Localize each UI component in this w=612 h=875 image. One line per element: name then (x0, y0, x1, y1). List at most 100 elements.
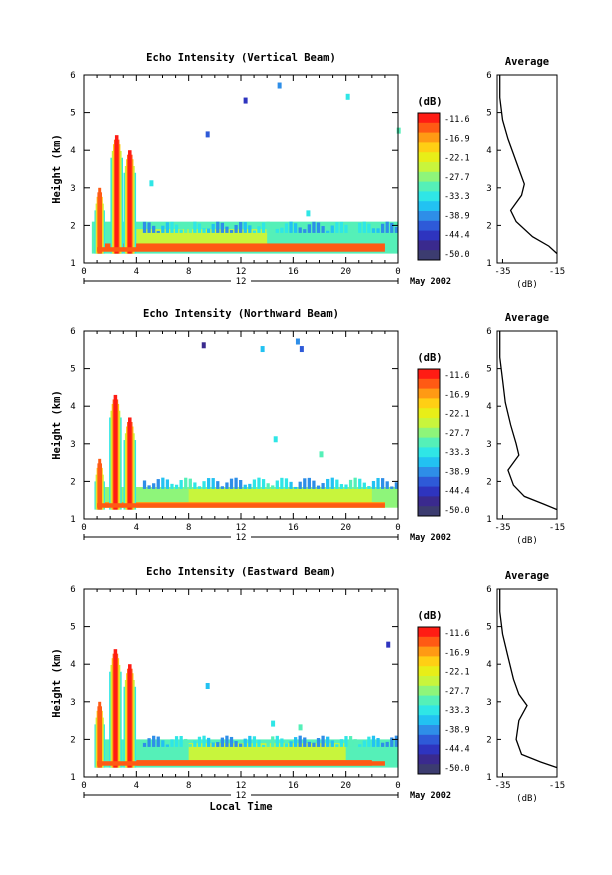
colorbar-swatch (418, 250, 440, 261)
avg-y-tick-label: 3 (486, 698, 491, 708)
echo-speckle (348, 479, 353, 489)
echo-speckle (216, 742, 220, 747)
echo-speckle (275, 735, 279, 747)
echo-speckle (298, 735, 302, 747)
colorbar-swatch (418, 685, 440, 696)
echo-speckle (303, 229, 307, 233)
echo-speckle (225, 226, 229, 233)
y-tick-label: 6 (70, 585, 75, 595)
echo-speckle (312, 480, 316, 489)
y-tick-label: 1 (70, 259, 75, 269)
date-label: 12 (236, 791, 247, 801)
echo-speckle (193, 482, 197, 489)
echo-speckle (390, 737, 394, 747)
avg-frame (496, 330, 558, 520)
echo-speckle (156, 230, 160, 233)
echo-speckle (390, 486, 394, 489)
echo-speckle (371, 228, 376, 233)
echo-speckle (206, 228, 211, 233)
echo-speckle (229, 230, 234, 233)
avg-x-tick-label: -15 (549, 781, 565, 791)
echo-speckle (353, 739, 357, 747)
echo-speckle (179, 735, 183, 747)
echo-speckle (147, 485, 151, 489)
echo-speckle (289, 741, 293, 747)
y-tick-label: 6 (70, 327, 75, 337)
echo-surface-layer (97, 503, 385, 508)
colorbar-tick-label: -16.9 (444, 390, 470, 400)
panel-1: Echo Intensity (Northward Beam)0 4 8 12 16 20… (51, 308, 565, 546)
colorbar-tick-label: -16.9 (444, 134, 470, 144)
y-tick-label: 6 (70, 71, 75, 81)
echo-speckle (307, 224, 311, 233)
colorbar-tick-label: -11.6 (444, 371, 470, 381)
colorbar-units: (dB) (417, 96, 442, 108)
y-tick-label: 3 (70, 698, 75, 708)
avg-y-tick-label: 1 (486, 259, 491, 269)
avg-y-tick-label: 3 (486, 184, 491, 194)
echo-speckle (248, 225, 252, 233)
echo-speckle (161, 477, 165, 489)
colorbar-swatch (418, 191, 440, 202)
month-label: May 2002 (410, 791, 451, 801)
convective-column (98, 701, 102, 768)
echo-speckle (216, 221, 220, 233)
echo-speckle (358, 222, 362, 233)
echo-speckle (184, 738, 188, 747)
colorbar-swatch (418, 725, 440, 736)
echo-point (205, 683, 210, 689)
echo-speckle (225, 735, 229, 747)
echo-speckle (362, 221, 366, 233)
echo-speckle (188, 744, 192, 747)
echo-speckle (330, 477, 334, 489)
colorbar-tick-label: -11.6 (444, 629, 470, 639)
convective-column (128, 150, 132, 254)
echo-speckle (266, 483, 270, 489)
colorbar-swatch (418, 220, 440, 231)
echo-speckle (284, 223, 289, 233)
colorbar-tick-label: -33.3 (444, 706, 470, 716)
colorbar-frame (417, 626, 441, 775)
x-tick-label: 0 (395, 781, 400, 791)
echo-point (299, 346, 304, 353)
echo-point (243, 97, 248, 104)
colorbar-tick-label: -33.3 (444, 448, 470, 458)
date-label-bg (231, 276, 251, 286)
echo-speckle (257, 477, 261, 489)
echo-layer (188, 743, 346, 762)
echo-speckle (275, 480, 279, 489)
echo-point (298, 724, 303, 731)
echo-speckle (321, 483, 325, 489)
echo-speckle (211, 478, 215, 489)
echo-speckle (261, 744, 266, 747)
echo-speckle (243, 222, 247, 233)
echo-speckle (367, 223, 371, 233)
convective-column (114, 135, 119, 254)
echo-speckle (344, 736, 348, 747)
echo-speckle (202, 735, 206, 747)
echo-speckle (376, 738, 380, 747)
echo-speckle (303, 737, 307, 747)
y-tick-label: 3 (70, 184, 75, 194)
echo-speckle (252, 230, 257, 233)
colorbar-swatch (418, 646, 440, 657)
echo-speckle (206, 478, 211, 489)
colorbar-tick-label: -22.1 (444, 668, 470, 678)
echo-speckle (170, 483, 174, 489)
convective-column (98, 187, 102, 254)
echo-speckle (197, 736, 202, 747)
echo-speckle (358, 478, 362, 489)
y-tick-label: 2 (70, 735, 75, 745)
colorbar-swatch (418, 496, 440, 507)
colorbar-tick-label: -44.4 (444, 487, 470, 497)
avg-frame (496, 74, 558, 264)
echo-speckle (348, 229, 353, 233)
colorbar-swatch (418, 201, 440, 212)
echo-speckle (252, 479, 257, 489)
echo-speckle (225, 482, 229, 489)
avg-profile-line (499, 331, 558, 511)
echo-speckle (289, 481, 293, 489)
echo-speckle (147, 222, 151, 233)
echo-speckle (179, 480, 183, 489)
